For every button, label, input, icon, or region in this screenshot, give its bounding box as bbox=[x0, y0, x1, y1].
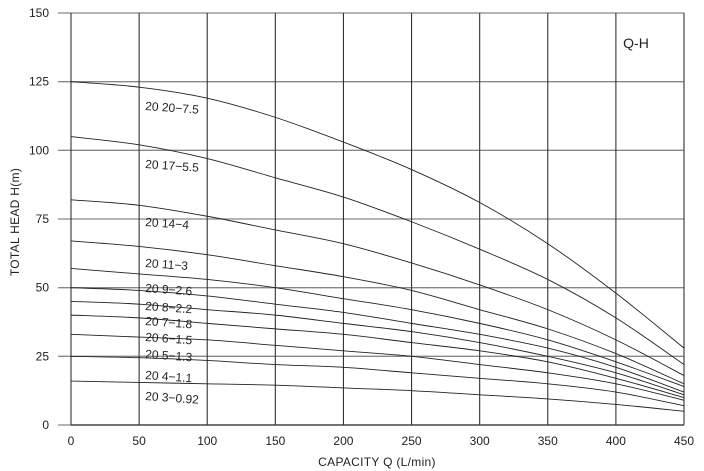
curve-20-7-1.8 bbox=[70, 300, 685, 396]
curve-label: 20 7−1.8 bbox=[145, 314, 193, 331]
x-tick-label: 0 bbox=[68, 434, 75, 448]
y-tick-label: 50 bbox=[36, 281, 50, 295]
curve-20-9-2.6 bbox=[70, 267, 685, 387]
curve-label: 20 17−5.5 bbox=[145, 157, 200, 175]
curve-label: 20 8−2.2 bbox=[145, 299, 193, 316]
y-axis-ticks: 0 25 50 75 100 125 150 bbox=[29, 6, 49, 432]
y-tick-label: 150 bbox=[29, 6, 49, 20]
y-tick-label: 0 bbox=[42, 418, 49, 432]
x-tick-label: 100 bbox=[197, 434, 217, 448]
curve-label: 20 14−4 bbox=[145, 215, 190, 232]
curve-labels: 20 20−7.5 20 17−5.5 20 14−4 20 11−3 20 9−2.6… bbox=[145, 99, 200, 407]
x-tick-label: 450 bbox=[674, 434, 694, 448]
curve-label: 20 4−1.1 bbox=[145, 368, 193, 385]
chart-title: Q-H bbox=[623, 35, 649, 51]
y-tick-label: 25 bbox=[36, 349, 50, 363]
curve-20-20-7.5 bbox=[70, 81, 685, 349]
curve-label: 20 9−2.6 bbox=[145, 281, 193, 298]
curve-label: 20 11−3 bbox=[145, 256, 189, 273]
x-axis-label: CAPACITY Q (L/min) bbox=[318, 455, 436, 469]
curve-20-5-1.3 bbox=[70, 333, 685, 401]
x-tick-label: 300 bbox=[470, 434, 490, 448]
x-tick-label: 150 bbox=[265, 434, 285, 448]
y-tick-label: 100 bbox=[29, 143, 49, 157]
curve-label: 20 6−1.5 bbox=[145, 330, 193, 347]
curve-label: 20 5−1.3 bbox=[145, 347, 193, 364]
x-tick-label: 200 bbox=[333, 434, 353, 448]
x-tick-label: 250 bbox=[402, 434, 422, 448]
curve-20-3-0.92 bbox=[70, 380, 685, 412]
curve-20-4-1.1 bbox=[70, 355, 685, 407]
grid-lines bbox=[58, 12, 685, 426]
x-tick-label: 400 bbox=[606, 434, 626, 448]
y-axis-label: TOTAL HEAD H(m) bbox=[8, 168, 22, 276]
curve-label: 20 20−7.5 bbox=[145, 99, 200, 117]
curve-20-11-3 bbox=[70, 240, 685, 385]
y-tick-label: 125 bbox=[29, 75, 49, 89]
y-tick-label: 75 bbox=[36, 212, 50, 226]
x-tick-label: 350 bbox=[538, 434, 558, 448]
curve-20-14-4 bbox=[70, 199, 685, 376]
x-tick-label: 50 bbox=[132, 434, 146, 448]
curve-label: 20 3−0.92 bbox=[145, 389, 200, 407]
curve-20-8-2.2 bbox=[70, 287, 685, 393]
curve-20-17-5.5 bbox=[70, 136, 685, 365]
x-axis-ticks: 0 50 100 150 200 250 300 350 400 450 bbox=[68, 434, 695, 448]
curve-20-6-1.5 bbox=[70, 314, 685, 398]
pump-curves bbox=[70, 81, 685, 412]
